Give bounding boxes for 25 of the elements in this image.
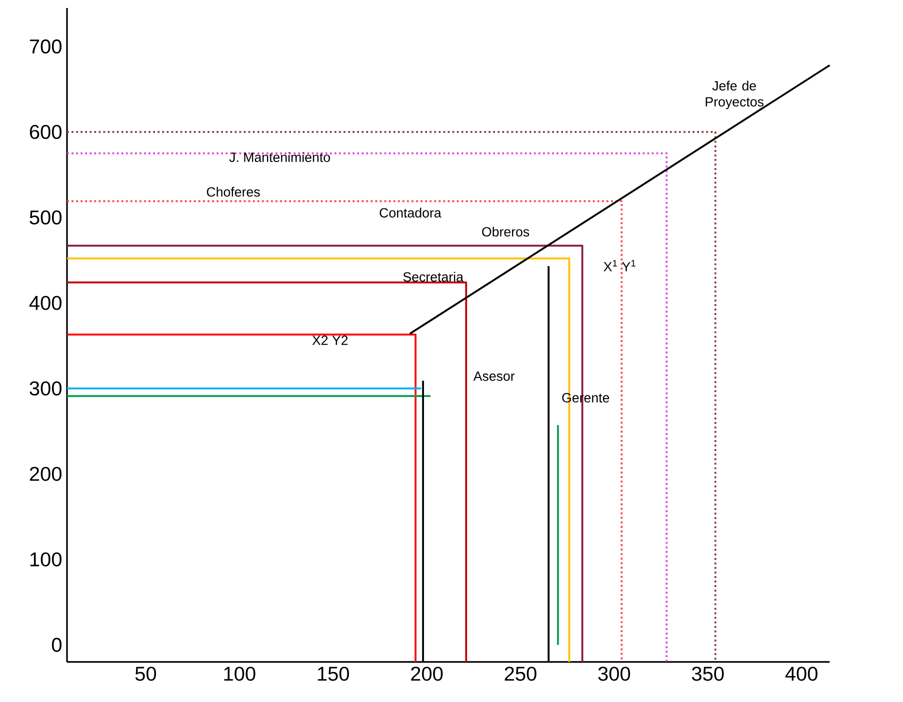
y-tick-label: 600 — [30, 124, 62, 140]
annotation: Jefe de Proyectos — [706, 80, 764, 110]
x-tick-label: 200 — [411, 666, 443, 681]
x-tick-label: 250 — [504, 666, 536, 681]
y-tick-label: 500 — [30, 210, 62, 225]
y-tick-label: 300 — [30, 381, 62, 396]
annotation: X$^{1}$ Y$^{1}$ — [604, 260, 636, 272]
x-tick-label: 50 — [135, 666, 156, 681]
x-tick-label: 150 — [318, 666, 349, 681]
annotation: Obreros — [482, 226, 530, 237]
annotation: Secretaria — [403, 272, 464, 282]
y-tick-label: 100 — [30, 552, 62, 566]
y-tick-label: 200 — [30, 466, 62, 481]
x-tick-label: 100 — [224, 666, 256, 681]
annotation: Choferes — [206, 186, 260, 197]
annotation: Asesor — [473, 372, 515, 381]
x-tick-label: 350 — [692, 666, 724, 681]
x-tick-label: 300 — [598, 666, 630, 681]
annotation: Contadora — [380, 208, 442, 218]
annotation: J. Mantenimiento — [229, 152, 330, 162]
annotation: X2 Y2 — [312, 336, 348, 345]
x-tick-label: 400 — [785, 666, 818, 681]
y-tick-label: 700 — [30, 39, 62, 54]
y-tick-label: 0 — [52, 638, 62, 652]
y-tick-label: 400 — [29, 296, 62, 310]
